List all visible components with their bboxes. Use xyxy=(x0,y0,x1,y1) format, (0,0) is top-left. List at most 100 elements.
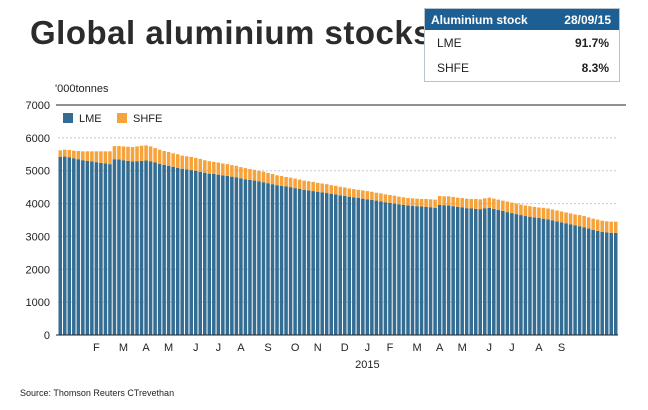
bar-shfe xyxy=(609,221,613,233)
bar-shfe xyxy=(541,207,546,219)
bar-lme xyxy=(103,163,108,335)
info-box-header: Aluminium stock 28/09/15 xyxy=(425,9,619,30)
bar-shfe xyxy=(510,202,514,214)
bar-lme xyxy=(139,160,144,335)
bar-lme xyxy=(600,231,604,335)
bar-shfe xyxy=(108,151,112,165)
bar-shfe xyxy=(559,211,564,223)
bar-shfe xyxy=(248,169,252,180)
legend-swatch-shfe xyxy=(117,113,127,123)
x-tick-label: N xyxy=(314,342,322,354)
bar-shfe xyxy=(270,174,275,185)
bar-lme xyxy=(352,197,356,335)
bar-shfe xyxy=(257,170,261,182)
bar-lme xyxy=(397,204,401,335)
bar-shfe xyxy=(370,191,374,200)
info-row-shfe: SHFE 8.3% xyxy=(425,55,619,80)
bar-shfe xyxy=(550,209,555,221)
bar-lme xyxy=(365,199,370,335)
bar-lme xyxy=(157,163,162,335)
x-tick-label: J xyxy=(509,342,515,354)
bar-shfe xyxy=(464,198,469,209)
bar-lme xyxy=(577,226,582,335)
bar-lme xyxy=(248,179,252,335)
bar-shfe xyxy=(175,154,180,168)
bar-lme xyxy=(279,185,284,335)
bar-lme xyxy=(67,157,72,335)
bar-lme xyxy=(203,172,207,335)
bar-shfe xyxy=(103,151,108,164)
bar-shfe xyxy=(85,151,90,161)
bar-lme xyxy=(361,198,365,335)
bar-shfe xyxy=(586,217,591,229)
bar-shfe xyxy=(203,160,207,173)
bar-shfe xyxy=(392,195,397,204)
bar-lme xyxy=(171,166,175,335)
bar-shfe xyxy=(433,199,437,208)
bar-shfe xyxy=(415,198,419,207)
bar-lme xyxy=(126,160,130,335)
bar-shfe xyxy=(148,146,153,162)
bar-shfe xyxy=(117,146,121,160)
bar-shfe xyxy=(595,219,600,231)
x-tick-label: S xyxy=(558,342,565,354)
bar-shfe xyxy=(424,198,428,207)
x-tick-label: M xyxy=(119,342,128,354)
bar-lme xyxy=(442,205,446,335)
bar-shfe xyxy=(446,196,451,206)
bar-shfe xyxy=(306,181,311,191)
bar-shfe xyxy=(343,187,347,197)
bar-shfe xyxy=(252,169,257,181)
legend-label-lme: LME xyxy=(79,113,102,125)
bar-lme xyxy=(198,171,203,335)
bar-shfe xyxy=(568,213,573,225)
x-tick-label: J xyxy=(487,342,493,354)
bar-lme xyxy=(90,161,94,335)
bar-shfe xyxy=(487,197,492,208)
bar-shfe xyxy=(67,150,72,158)
bar-lme xyxy=(329,193,333,335)
bar-shfe xyxy=(207,161,212,174)
bar-lme xyxy=(514,214,519,335)
bar-lme xyxy=(239,178,243,335)
bar-lme xyxy=(451,206,455,335)
bar-lme xyxy=(433,207,437,335)
bar-shfe xyxy=(284,176,288,187)
bar-shfe xyxy=(496,199,501,210)
bar-lme xyxy=(315,191,320,335)
bar-shfe xyxy=(600,220,604,232)
bar-lme xyxy=(257,181,261,335)
bar-shfe xyxy=(90,151,94,162)
bar-lme xyxy=(153,162,157,335)
bar-lme xyxy=(297,188,302,335)
x-year-label: 2015 xyxy=(355,359,379,371)
bar-lme xyxy=(609,232,613,335)
bar-lme xyxy=(338,195,343,335)
bar-shfe xyxy=(505,201,510,213)
bar-lme xyxy=(81,160,85,335)
bar-shfe xyxy=(171,153,175,167)
bar-lme xyxy=(207,173,212,335)
bar-lme xyxy=(221,175,225,335)
info-box-header-date: 28/09/15 xyxy=(564,12,611,27)
bar-shfe xyxy=(320,183,324,193)
bar-lme xyxy=(162,164,166,335)
bar-shfe xyxy=(221,163,225,176)
y-tick-label: 4000 xyxy=(26,199,50,211)
bar-shfe xyxy=(460,197,464,208)
bar-lme xyxy=(85,160,90,335)
bar-lme xyxy=(501,210,505,335)
bar-lme xyxy=(473,208,478,335)
bar-shfe xyxy=(166,151,171,166)
bar-shfe xyxy=(189,156,193,171)
bar-lme xyxy=(492,208,496,335)
bar-lme xyxy=(591,229,595,335)
x-tick-label: J xyxy=(193,342,199,354)
bar-lme xyxy=(464,208,469,335)
bar-shfe xyxy=(230,165,234,177)
bar-lme xyxy=(428,207,433,335)
bar-shfe xyxy=(135,146,139,162)
bar-lme xyxy=(546,219,550,335)
y-tick-label: 3000 xyxy=(26,231,50,243)
